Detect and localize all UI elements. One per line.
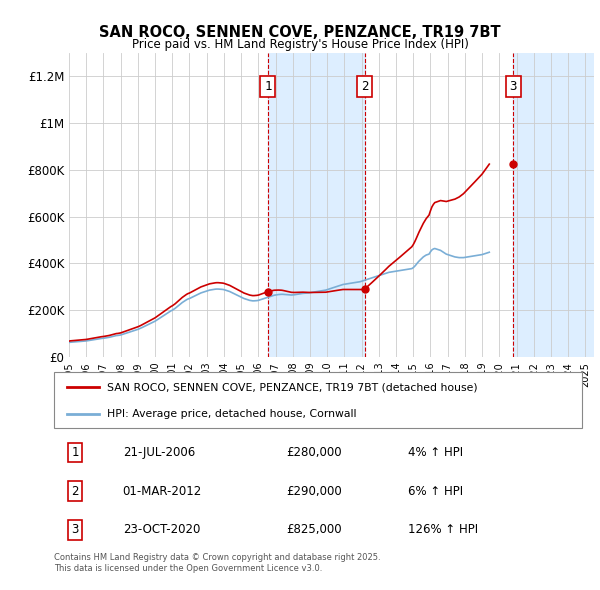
Bar — [268, 53, 365, 357]
Text: 2: 2 — [361, 80, 368, 93]
Text: 1: 1 — [71, 446, 79, 459]
Text: 21-JUL-2006: 21-JUL-2006 — [122, 446, 195, 459]
Text: £280,000: £280,000 — [286, 446, 342, 459]
Text: 01-MAR-2012: 01-MAR-2012 — [122, 484, 202, 498]
Text: £290,000: £290,000 — [286, 484, 342, 498]
Text: 126% ↑ HPI: 126% ↑ HPI — [408, 523, 478, 536]
Bar — [513, 53, 594, 357]
Text: 3: 3 — [509, 80, 517, 93]
Text: £825,000: £825,000 — [286, 523, 342, 536]
FancyBboxPatch shape — [54, 372, 582, 428]
Text: HPI: Average price, detached house, Cornwall: HPI: Average price, detached house, Corn… — [107, 409, 356, 419]
Text: Contains HM Land Registry data © Crown copyright and database right 2025.
This d: Contains HM Land Registry data © Crown c… — [54, 553, 380, 573]
Text: SAN ROCO, SENNEN COVE, PENZANCE, TR19 7BT: SAN ROCO, SENNEN COVE, PENZANCE, TR19 7B… — [99, 25, 501, 40]
Text: 23-OCT-2020: 23-OCT-2020 — [122, 523, 200, 536]
Text: 6% ↑ HPI: 6% ↑ HPI — [408, 484, 463, 498]
Text: 4% ↑ HPI: 4% ↑ HPI — [408, 446, 463, 459]
Text: Price paid vs. HM Land Registry's House Price Index (HPI): Price paid vs. HM Land Registry's House … — [131, 38, 469, 51]
Text: SAN ROCO, SENNEN COVE, PENZANCE, TR19 7BT (detached house): SAN ROCO, SENNEN COVE, PENZANCE, TR19 7B… — [107, 382, 478, 392]
Text: 2: 2 — [71, 484, 79, 498]
Text: 3: 3 — [71, 523, 79, 536]
Text: 1: 1 — [264, 80, 272, 93]
